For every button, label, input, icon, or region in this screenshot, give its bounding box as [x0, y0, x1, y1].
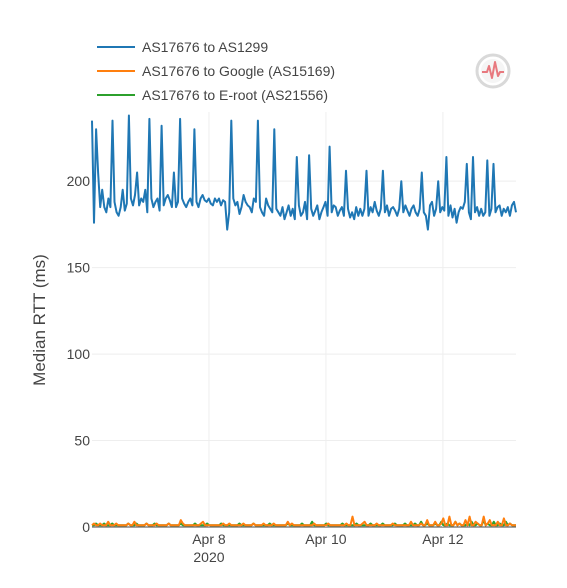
x-tick-label: Apr 8 — [192, 531, 226, 547]
plotly-pulse-logo-icon[interactable] — [475, 53, 511, 89]
legend: AS17676 to AS1299 AS17676 to Google (AS15… — [97, 39, 335, 103]
legend-label: AS17676 to Google (AS15169) — [142, 63, 335, 79]
y-tick-label: 100 — [67, 346, 91, 362]
chart-grid — [92, 112, 516, 528]
y-tick-label: 0 — [82, 519, 90, 535]
y-tick-label: 150 — [67, 260, 91, 276]
y-tick-label: 200 — [67, 173, 91, 189]
x-axis: Apr 8 2020 Apr 10 Apr 12 — [192, 531, 464, 565]
series-line-as17676-to-as1299 — [91, 114, 517, 231]
x-tick-label: Apr 10 — [305, 531, 346, 547]
series-line-as17676-to-google-as15169 — [91, 515, 516, 527]
y-tick-label: 50 — [74, 433, 90, 449]
y-axis: 0 50 100 150 200 — [67, 173, 91, 535]
y-axis-title: Median RTT (ms) — [30, 254, 49, 386]
x-tick-sublabel: 2020 — [193, 549, 224, 565]
plot-area — [91, 114, 517, 527]
x-tick-label: Apr 12 — [422, 531, 463, 547]
legend-label: AS17676 to AS1299 — [142, 39, 268, 55]
legend-label: AS17676 to E-root (AS21556) — [142, 87, 328, 103]
